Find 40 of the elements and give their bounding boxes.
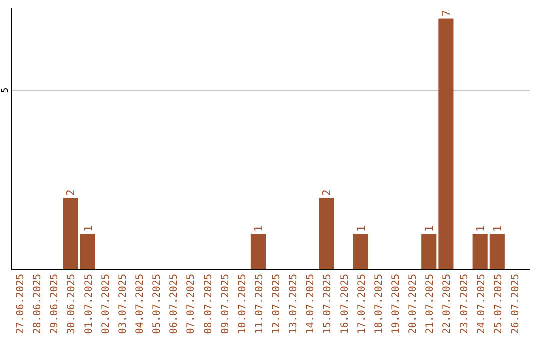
x-tick-label: 10.07.2025 [237, 274, 248, 334]
x-tick-label: 16.07.2025 [340, 274, 351, 334]
data-label: 1 [474, 225, 488, 232]
x-tick-label: 22.07.2025 [442, 274, 454, 334]
data-label: 1 [491, 225, 504, 232]
x-tick-label: 29.06.2025 [50, 274, 61, 334]
x-tick-label: 26.07.2025 [510, 274, 522, 334]
x-tick-label: 11.07.2025 [254, 274, 266, 334]
data-label: 1 [423, 225, 436, 232]
data-label: 1 [82, 225, 95, 232]
x-tick-label: 30.06.2025 [66, 274, 78, 334]
x-tick-label: 05.07.2025 [152, 274, 164, 334]
x-tick-label: 09.07.2025 [220, 274, 232, 334]
x-tick-label: 28.06.2025 [32, 274, 44, 334]
x-tick-label: 21.07.2025 [425, 274, 436, 334]
y-tick-label: 5 [1, 88, 11, 94]
x-tick-label: 18.07.2025 [374, 274, 385, 334]
x-tick-label: 12.07.2025 [272, 274, 283, 334]
x-tick-label: 20.07.2025 [408, 274, 420, 334]
x-tick-label: 03.07.2025 [118, 274, 129, 334]
data-label: 2 [64, 190, 78, 196]
x-tick-label: 02.07.2025 [100, 274, 112, 334]
x-tick-label: 23.07.2025 [459, 274, 470, 334]
x-tick-label: 14.07.2025 [306, 274, 317, 334]
x-tick-label: 08.07.2025 [203, 274, 214, 334]
x-tick-label: 24.07.2025 [476, 274, 488, 334]
data-label: 1 [354, 225, 368, 232]
data-label: 1 [252, 225, 266, 232]
data-label: 2 [320, 190, 334, 196]
x-tick-label: 15.07.2025 [322, 274, 334, 334]
x-tick-label: 06.07.2025 [169, 274, 180, 334]
x-tick-label: 27.06.2025 [16, 274, 27, 334]
x-tick-label: 19.07.2025 [391, 274, 402, 334]
x-tick-label: 17.07.2025 [356, 274, 368, 334]
x-tick-label: 13.07.2025 [288, 274, 300, 334]
x-tick-label: 04.07.2025 [135, 274, 146, 334]
x-tick-label: 07.07.2025 [186, 274, 198, 334]
x-tick-label: 01.07.2025 [84, 274, 95, 334]
data-label: 7 [440, 10, 454, 17]
x-tick-label: 25.07.2025 [493, 274, 504, 334]
